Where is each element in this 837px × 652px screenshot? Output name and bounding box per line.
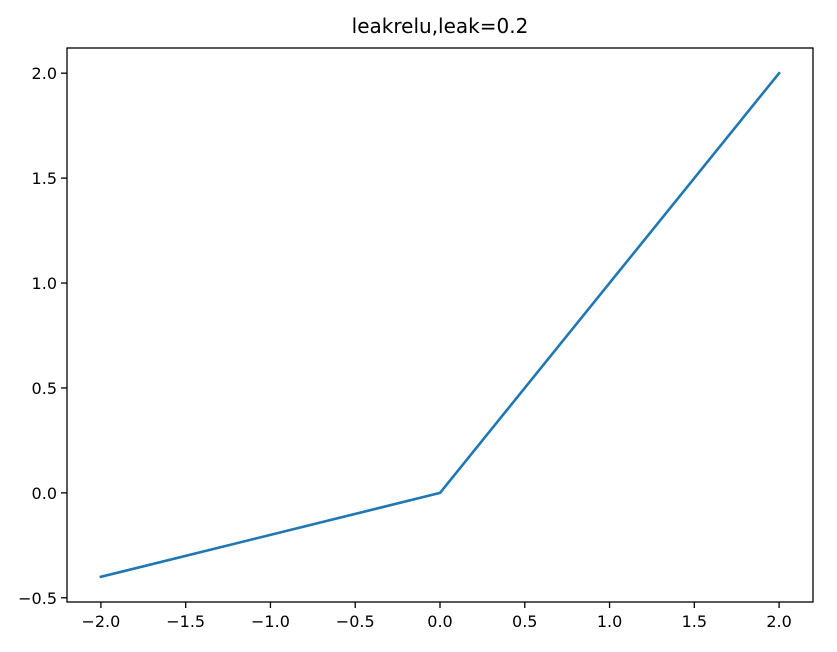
x-tick-label: −1.0: [251, 612, 290, 631]
y-tick-label: −0.5: [18, 589, 57, 608]
plot-area: [66, 47, 814, 603]
y-tick-label: 0.5: [32, 379, 57, 398]
x-tick-label: 1.5: [682, 612, 707, 631]
y-tick-label: 1.5: [32, 169, 57, 188]
x-tick-label: 0.5: [512, 612, 537, 631]
y-tick-label: 2.0: [32, 64, 57, 83]
x-tick-label: −2.0: [81, 612, 120, 631]
x-tick-label: −0.5: [336, 612, 375, 631]
y-axis: −0.5 0.0 0.5 1.0 1.5 2.0: [18, 64, 67, 608]
series-line-0: [99, 71, 781, 579]
x-axis: −2.0 −1.5 −1.0 −0.5 0.0 0.5 1.0 1.5 2.0: [81, 602, 792, 631]
chart-title: leakrelu,leak=0.2: [352, 14, 529, 38]
x-tick-label: 0.0: [427, 612, 452, 631]
y-tick-label: 0.0: [32, 484, 57, 503]
plot-frame: [66, 47, 814, 603]
y-tick-label: 1.0: [32, 274, 57, 293]
x-tick-label: 2.0: [766, 612, 791, 631]
x-tick-label: −1.5: [166, 612, 205, 631]
series-layer: [99, 71, 781, 579]
x-tick-label: 1.0: [597, 612, 622, 631]
